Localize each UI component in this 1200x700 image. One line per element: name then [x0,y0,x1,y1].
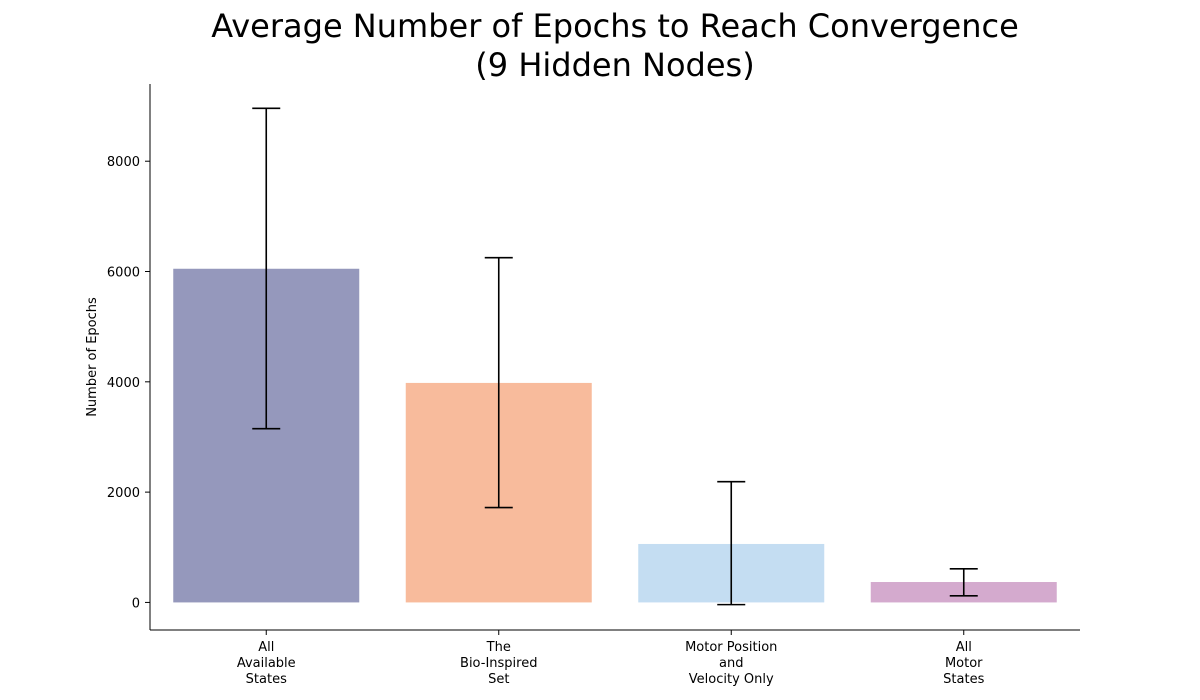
y-tick-label: 0 [132,596,140,611]
bars [173,268,1057,603]
x-tick-label: All [258,640,274,655]
x-tick-label: Bio-Inspired [460,656,537,671]
y-ticks: 0 2000 4000 6000 8000 [107,155,150,611]
chart-title-line-1: Average Number of Epochs to Reach Conver… [211,7,1019,45]
x-ticks: AllAvailableStatesTheBio-InspiredSetMoto… [237,630,985,687]
y-tick-label: 4000 [107,376,140,391]
x-tick-label: Velocity Only [689,672,774,687]
y-tick-label: 2000 [107,486,140,501]
x-tick-label: and [719,656,743,671]
y-tick-label: 6000 [107,266,140,281]
x-tick-label: The [486,640,511,655]
x-tick-label: All [956,640,972,655]
chart-title-line-2: (9 Hidden Nodes) [475,46,754,84]
y-axis-label: Number of Epochs [85,297,100,417]
x-tick-label: Set [488,672,509,687]
x-tick-label: States [246,672,287,687]
x-tick-label: Available [237,656,296,671]
x-tick-label: Motor Position [685,640,777,655]
y-tick-label: 8000 [107,155,140,170]
error-bars [252,107,978,606]
x-tick-label: States [943,672,984,687]
x-tick-label: Motor [945,656,983,671]
